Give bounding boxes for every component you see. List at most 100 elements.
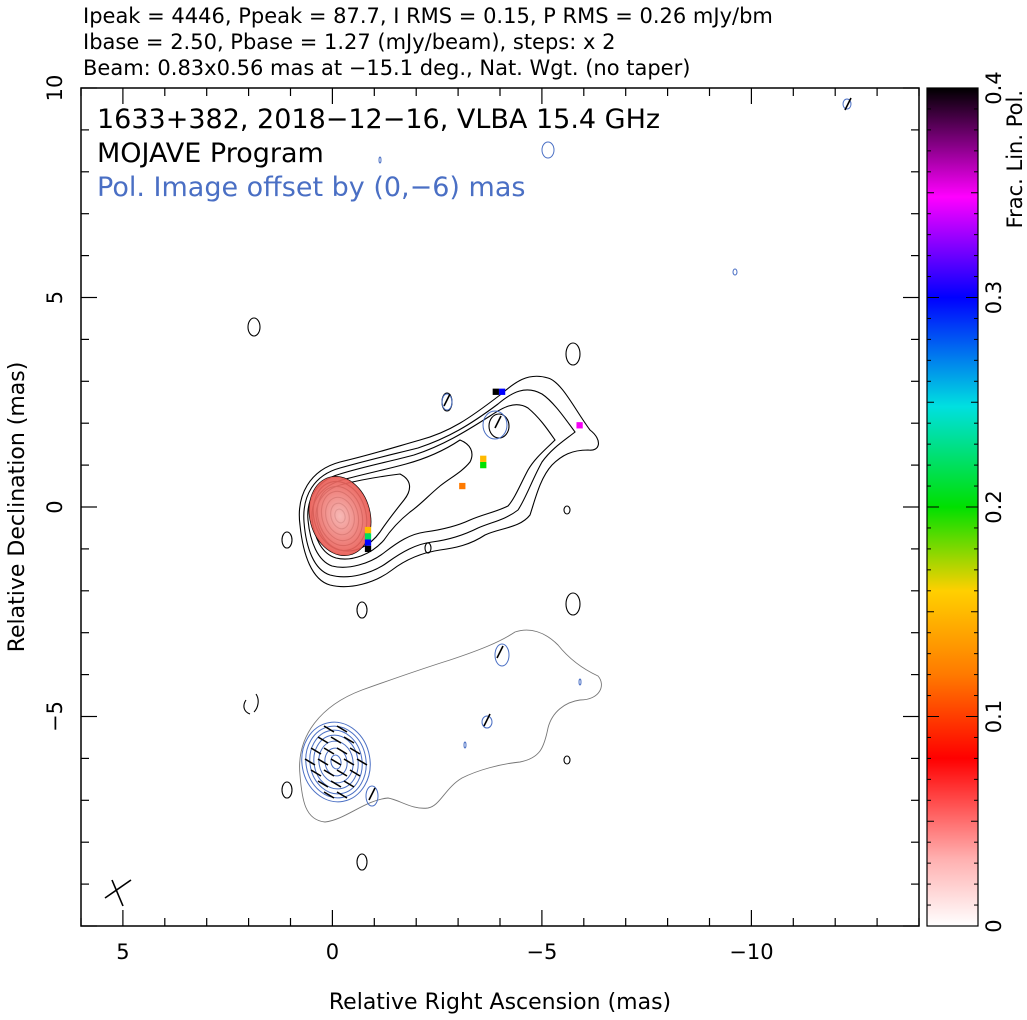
contour-blob [281, 781, 293, 799]
header-line-2: Ibase = 2.50, Pbase = 1.27 (mJy/beam), s… [83, 30, 615, 54]
contour-blob [565, 342, 581, 366]
colorbar-tick-label: 0.1 [982, 700, 1006, 733]
pol-contour-blob [541, 141, 555, 159]
contour-blob [243, 693, 259, 715]
x-tick-label: −5 [526, 940, 557, 964]
contour-blob [563, 755, 571, 765]
colorbar-tick-label: 0 [982, 919, 1006, 932]
contour-blob [281, 531, 293, 549]
pol-contour-blob [481, 715, 493, 729]
frac-pol-pixel [492, 388, 499, 395]
evpa-vector [349, 769, 361, 777]
evpa-vector [317, 780, 329, 788]
contour-3 [307, 404, 556, 568]
contour-blob [247, 317, 261, 337]
core-fill [309, 476, 371, 556]
pol-contour-ring [305, 725, 367, 799]
axis-tick-labels: 5 0 −5 −10 10 5 0 −5 [43, 75, 774, 964]
pol-contour-outer [299, 629, 602, 823]
pol-contour-blob [482, 410, 508, 440]
source-label: 1633+382, 2018−12−16, VLBA 15.4 GHz [97, 104, 660, 135]
evpa-vectors [304, 97, 852, 801]
evpa-vector [343, 780, 355, 788]
y-tick-label: 0 [43, 500, 67, 513]
x-tick-label: −10 [729, 940, 773, 964]
axis-ticks [80, 87, 920, 927]
evpa-vector [330, 780, 342, 788]
contour-2 [303, 389, 576, 578]
pol-contour-ring [330, 754, 342, 770]
evpa-vector [310, 769, 322, 777]
evpa-vector [343, 736, 355, 744]
frac-pol-pixel [498, 388, 506, 395]
pol-contour-ring [313, 734, 359, 790]
contour-blob [356, 601, 368, 619]
colorbar-tick-label: 0.2 [982, 490, 1006, 523]
frac-pol-pixel [364, 539, 372, 546]
contour-outer [298, 375, 599, 588]
frac-pol-pixel [364, 545, 372, 553]
evpa-vector [368, 787, 376, 801]
map-content [104, 97, 852, 907]
evpa-vector [323, 725, 335, 733]
pol-contour-blob [578, 678, 582, 686]
program-label: MOJAVE Program [97, 138, 324, 169]
contour-blob [488, 413, 510, 439]
contour-blob [424, 542, 432, 554]
colorbar-tick-label: 0.3 [982, 281, 1006, 314]
offset-note: Pol. Image offset by (0,−6) mas [97, 172, 525, 203]
y-tick-label: 10 [43, 75, 67, 102]
evpa-vector [844, 97, 852, 111]
pol-contour-blob [378, 156, 382, 164]
evpa-vector [356, 758, 368, 766]
evpa-vector [310, 747, 322, 755]
frac-pol-pixel [480, 455, 487, 462]
x-tick-label: 0 [326, 940, 339, 964]
x-axis-title: Relative Right Ascension (mas) [329, 990, 671, 1015]
x-tick-label: 5 [116, 940, 129, 964]
pol-contour-ring [301, 721, 371, 803]
evpa-vector [336, 769, 348, 777]
pol-contour-blob [365, 785, 379, 807]
beam-marker [104, 879, 132, 907]
evpa-vector [336, 747, 348, 755]
contour-4 [311, 439, 473, 560]
evpa-vector [317, 736, 329, 744]
evpa-vector [343, 758, 355, 766]
contour-blob [563, 505, 571, 515]
colorbar-label: Frac. Lin. Pol. [1003, 90, 1027, 228]
colorbar-ticks: 0 0.1 0.2 0.3 0.4 [927, 71, 1006, 933]
evpa-vector [336, 725, 348, 733]
y-axis-title: Relative Declination (mas) [5, 362, 30, 653]
header-line-1: Ipeak = 4446, Ppeak = 87.7, I RMS = 0.15… [83, 4, 773, 28]
frac-pol-pixels [364, 388, 583, 553]
y-tick-label: −5 [43, 701, 67, 732]
header-line-3: Beam: 0.83x0.56 mas at −15.1 deg., Nat. … [83, 56, 690, 80]
frac-pol-pixel [459, 482, 466, 490]
evpa-vector [496, 645, 504, 659]
contour-blob [356, 853, 368, 871]
evpa-vector [443, 393, 451, 407]
evpa-vector [323, 769, 335, 777]
plot-frame [80, 87, 920, 927]
pol-contour-blob [842, 98, 852, 110]
frac-pol-pixel [364, 533, 372, 540]
evpa-vector [483, 713, 491, 727]
evpa-vector [494, 415, 502, 429]
frac-pol-pixel [480, 461, 487, 469]
evpa-vector [323, 747, 335, 755]
pol-contour-blob [732, 268, 738, 276]
evpa-vector [317, 758, 329, 766]
pol-contour-ring [318, 740, 354, 784]
evpa-vector [304, 758, 316, 766]
y-tick-label: 5 [43, 291, 67, 304]
pol-contour-blob [463, 741, 467, 749]
evpa-vector [330, 758, 342, 766]
evpa-vector [330, 736, 342, 744]
frac-pol-pixel [576, 422, 583, 429]
evpa-vector [349, 747, 361, 755]
colorbar-tick-label: 0.4 [982, 71, 1006, 104]
pol-intensity-contours [299, 98, 852, 823]
evpa-vector [323, 791, 335, 799]
